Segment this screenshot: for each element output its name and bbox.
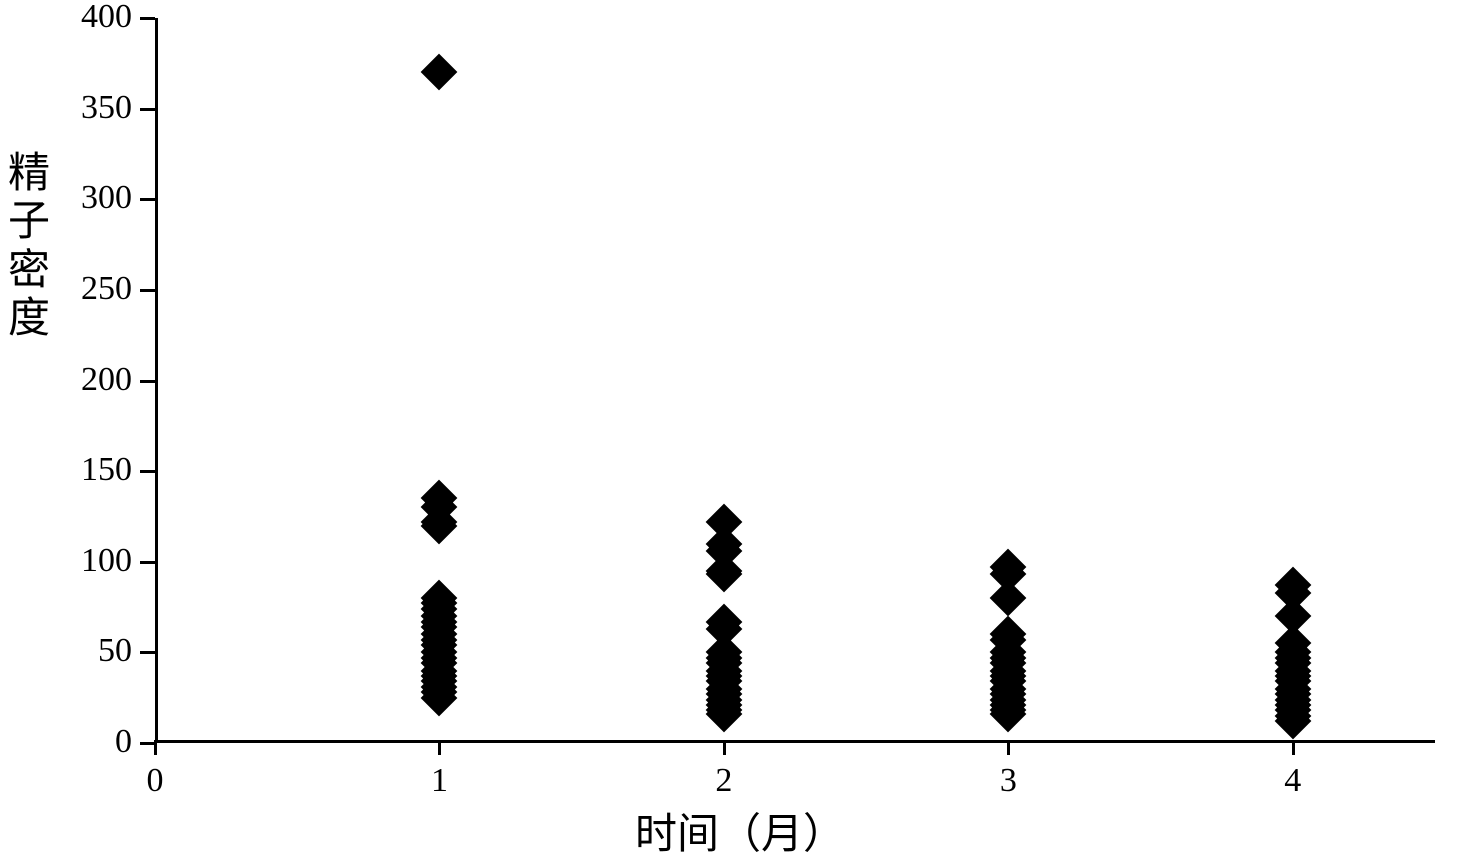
y-tick-label: 150 (52, 451, 132, 489)
y-tick-label: 400 (52, 0, 132, 36)
x-axis-line (155, 740, 1435, 743)
y-tick (140, 17, 155, 20)
y-tick (140, 561, 155, 564)
x-tick (154, 740, 157, 755)
y-tick (140, 198, 155, 201)
data-point (990, 580, 1027, 617)
x-tick-label: 1 (419, 762, 459, 800)
y-tick (140, 651, 155, 654)
data-point (705, 556, 742, 593)
x-tick (438, 740, 441, 755)
x-tick-label: 2 (704, 762, 744, 800)
x-tick-label: 0 (135, 762, 175, 800)
y-tick-label: 300 (52, 179, 132, 217)
y-tick-label: 250 (52, 270, 132, 308)
scatter-chart: 050100150200250300350400 01234 精子密度 时间（月… (0, 0, 1471, 852)
y-tick (140, 470, 155, 473)
y-tick (140, 289, 155, 292)
x-tick-label: 4 (1273, 762, 1313, 800)
x-tick (723, 740, 726, 755)
y-tick-label: 200 (52, 361, 132, 399)
data-point (421, 54, 458, 91)
y-axis-label: 精子密度 (5, 150, 53, 343)
x-tick (1292, 740, 1295, 755)
y-axis-line (155, 18, 158, 743)
y-tick (140, 380, 155, 383)
x-tick (1007, 740, 1010, 755)
y-tick-label: 100 (52, 542, 132, 580)
x-tick-label: 3 (988, 762, 1028, 800)
y-tick (140, 742, 155, 745)
y-tick-label: 50 (52, 632, 132, 670)
y-tick-label: 0 (52, 723, 132, 761)
y-tick-label: 350 (52, 89, 132, 127)
y-tick (140, 108, 155, 111)
